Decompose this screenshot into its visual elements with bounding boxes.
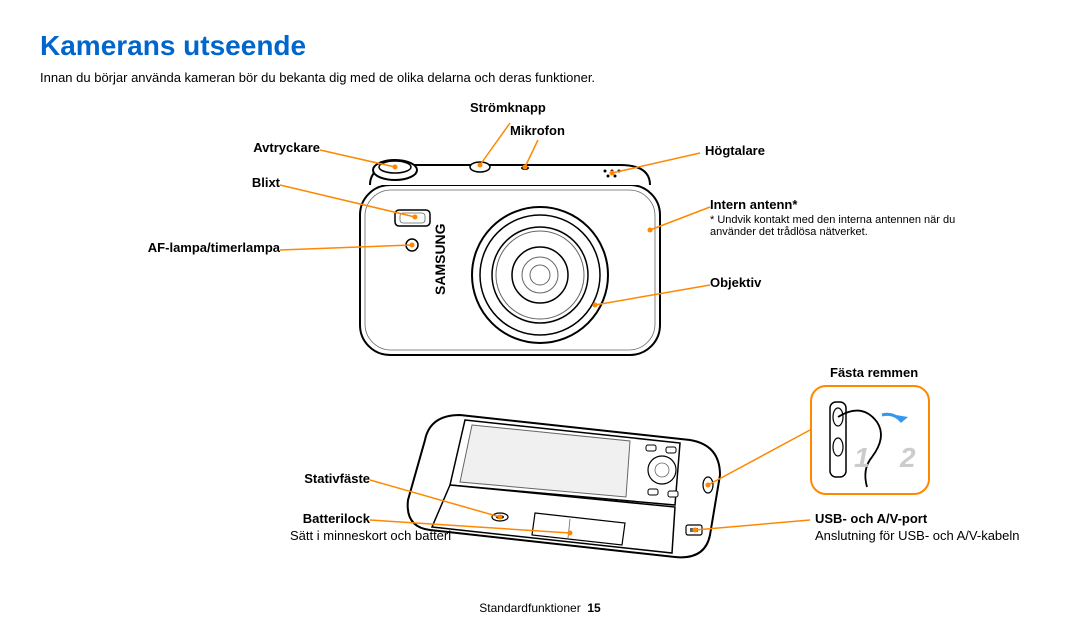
label-usb: USB- och A/V-port bbox=[815, 511, 927, 526]
label-strap-title: Fästa remmen bbox=[830, 365, 918, 380]
label-battery-sub: Sätt i minneskort och batteri bbox=[290, 528, 451, 543]
page-footer: Standardfunktioner 15 bbox=[0, 601, 1080, 615]
diagram-area: SAMSUNG bbox=[40, 105, 1040, 575]
page-title: Kamerans utseende bbox=[40, 30, 1040, 62]
strap-callout: 1 2 bbox=[810, 385, 930, 495]
label-tripod: Stativfäste bbox=[295, 471, 370, 486]
label-usb-text: USB- och A/V-port bbox=[815, 511, 927, 526]
footer-section: Standardfunktioner bbox=[479, 601, 580, 615]
label-battery-text: Batterilock bbox=[303, 511, 370, 526]
label-usb-sub: Anslutning för USB- och A/V-kabeln bbox=[815, 528, 1020, 543]
strap-num-1: 1 bbox=[854, 442, 870, 474]
page-subtitle: Innan du börjar använda kameran bör du b… bbox=[40, 70, 1040, 85]
strap-num-2: 2 bbox=[900, 442, 916, 474]
label-battery: Batterilock bbox=[290, 511, 370, 526]
footer-page: 15 bbox=[587, 601, 600, 615]
